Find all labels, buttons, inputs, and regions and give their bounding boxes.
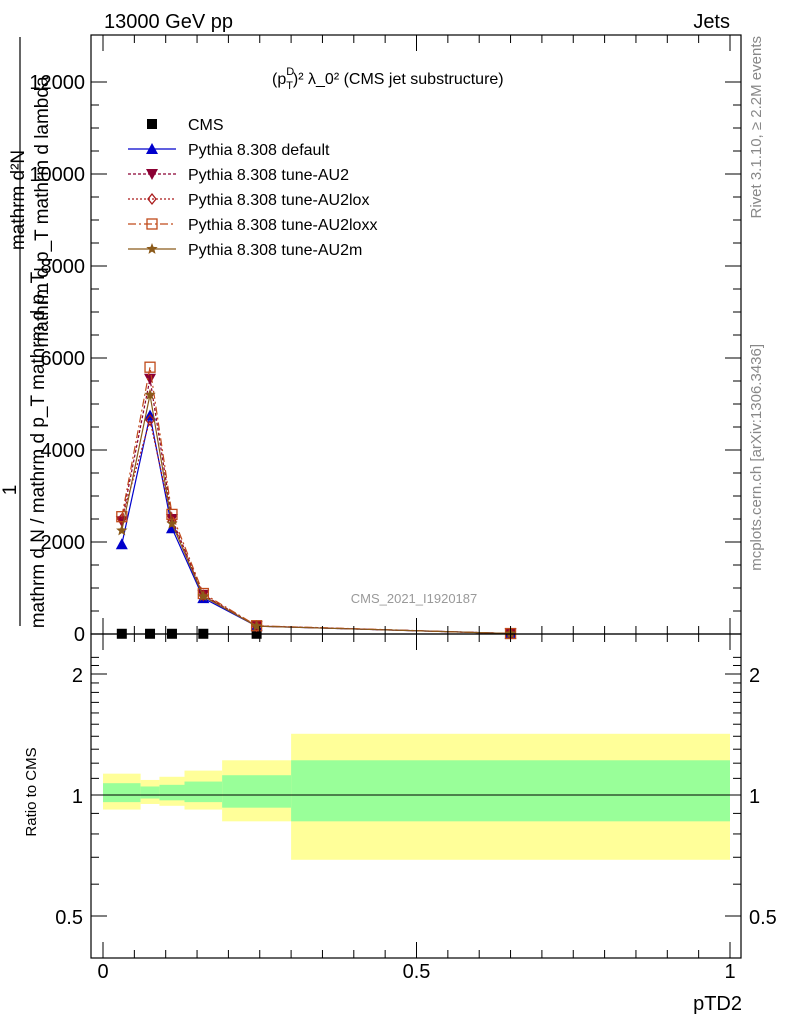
- x-tick-label: 0: [97, 961, 108, 983]
- ratio-y-tick-label-right: 1: [749, 786, 760, 808]
- legend-label: Pythia 8.308 tune-AU2m: [188, 242, 362, 259]
- process-label: Jets: [693, 11, 730, 33]
- analysis-watermark: CMS_2021_I1920187: [351, 591, 478, 606]
- main-y-tick-label: 4000: [41, 440, 86, 462]
- ratio-band-green: [140, 786, 160, 799]
- main-y-tick-label: 2000: [41, 532, 86, 554]
- ratio-bands: [103, 733, 730, 860]
- series-line: [121, 378, 511, 635]
- legend: CMS Pythia 8.308 default Pythia 8.308 tune…: [128, 117, 377, 259]
- ratio-band-green: [184, 781, 223, 803]
- x-tick-label: 1: [724, 961, 735, 983]
- main-axes: 0 2000 4000 6000 8000 10000 12000: [29, 35, 741, 646]
- x-axis-label: pTD2: [693, 993, 742, 1015]
- legend-label: Pythia 8.308 default: [188, 142, 330, 159]
- mcplots-info: mcplots.cern.ch [arXiv:1306.3436]: [748, 344, 765, 571]
- data-point: [198, 589, 209, 602]
- title-sub: T: [286, 80, 293, 92]
- ratio-band-green: [222, 775, 292, 808]
- ratio-y-tick-label: 1: [72, 786, 83, 808]
- legend-marker: [147, 119, 157, 129]
- legend-marker: [147, 192, 157, 206]
- ratio-y-tick-label: 2: [72, 665, 83, 687]
- series-line: [121, 367, 511, 635]
- data-point: [116, 511, 128, 523]
- legend-marker: [146, 218, 158, 230]
- data-point: [144, 388, 156, 400]
- legend-label: Pythia 8.308 tune-AU2lox: [188, 192, 369, 209]
- legend-label: Pythia 8.308 tune-AU2loxx: [188, 217, 377, 234]
- y-label-numerator: mathrm d²N: [8, 150, 29, 250]
- series-line: [121, 419, 511, 635]
- ratio-band-green: [103, 783, 141, 803]
- title-p: (p: [272, 71, 286, 88]
- data-point: [166, 517, 178, 529]
- legend-marker: [146, 143, 158, 154]
- main-y-tick-label: 12000: [29, 72, 85, 94]
- data-point: [115, 538, 128, 550]
- legend-label: CMS: [188, 117, 224, 134]
- title-sup: D: [286, 66, 294, 78]
- main-y-tick-label: 8000: [41, 256, 86, 278]
- y-label-denominator: mathrm d N / mathrm d p_T mathrm d p_T: [28, 271, 49, 628]
- main-y-tick-label: 6000: [41, 348, 86, 370]
- data-point: [145, 414, 155, 427]
- ratio-y-label: Ratio to CMS: [23, 747, 40, 836]
- ratio-band-green: [159, 784, 185, 801]
- y-label-numerator-denominator: mathrm d p_T mathrm d lambda: [32, 76, 53, 347]
- data-point: [144, 361, 156, 373]
- main-series-group: [115, 361, 517, 640]
- ratio-y-tick-label-right: 2: [749, 665, 760, 687]
- main-y-tick-label: 0: [74, 624, 85, 646]
- ratio-band-green: [291, 760, 730, 822]
- y-label-one: 1: [0, 485, 21, 496]
- beam-label: 13000 GeV pp: [104, 11, 233, 33]
- ratio-y-tick-label: 0.5: [55, 907, 83, 929]
- data-point: [144, 373, 157, 385]
- x-tick-label: 0.5: [403, 961, 431, 983]
- data-point: [250, 620, 263, 631]
- title-rest: )² λ_0² (CMS jet substructure): [293, 71, 504, 88]
- legend-marker: [146, 169, 158, 180]
- ratio-axes: 0.5 0.5 1 1 2 2 0 0.5 1: [55, 634, 777, 983]
- legend-marker: [146, 243, 158, 254]
- legend-label: Pythia 8.308 tune-AU2: [188, 167, 349, 184]
- data-point: [197, 590, 209, 602]
- rivet-info: Rivet 3.1.10, ≥ 2.2M events: [748, 36, 765, 219]
- series-line: [121, 394, 511, 635]
- chart-title: (pD T)² λ_0² (CMS jet substructure): [272, 66, 504, 92]
- data-point: [116, 524, 128, 536]
- main-y-tick-label: 10000: [29, 164, 85, 186]
- ratio-y-tick-label-right: 0.5: [749, 907, 777, 929]
